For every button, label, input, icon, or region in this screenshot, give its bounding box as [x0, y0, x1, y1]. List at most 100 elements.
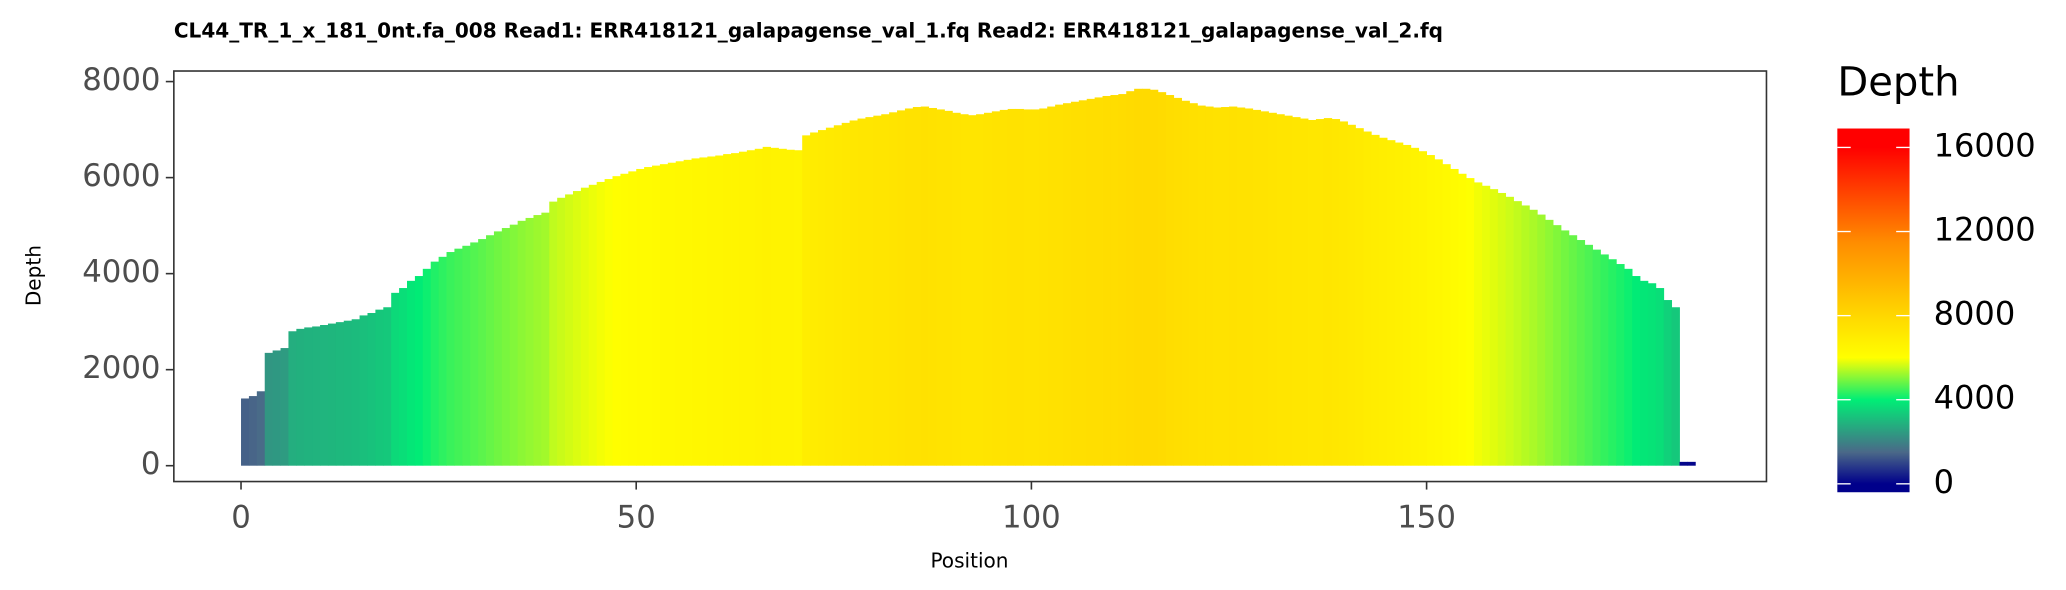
bar — [1070, 101, 1080, 466]
bar — [462, 245, 471, 466]
bar — [1474, 182, 1483, 466]
bar — [264, 352, 274, 466]
plot-border — [173, 70, 1768, 483]
bar — [272, 350, 281, 466]
bar — [399, 288, 408, 466]
bar — [1560, 230, 1570, 466]
bar — [691, 158, 700, 466]
bar — [1481, 185, 1491, 466]
y-tick-label: 6000 — [82, 158, 160, 194]
bar — [320, 325, 329, 466]
bar — [1260, 111, 1269, 466]
bar — [493, 231, 503, 466]
bar — [1458, 173, 1467, 466]
bar — [596, 181, 605, 466]
bar — [1323, 118, 1333, 466]
bar — [1197, 105, 1206, 466]
bar — [904, 108, 914, 466]
bar — [1055, 104, 1064, 466]
bar — [304, 327, 313, 466]
y-axis-title: Depth — [21, 245, 45, 306]
bar — [1102, 95, 1111, 466]
colorbar-tick-label: 0 — [1934, 463, 1954, 501]
bar — [1624, 268, 1633, 466]
bar — [359, 315, 368, 466]
bar — [241, 398, 250, 466]
bar — [565, 194, 574, 466]
y-tick-label: 0 — [141, 446, 161, 482]
bar — [256, 391, 266, 466]
bar — [1608, 259, 1617, 466]
bar — [327, 323, 337, 466]
bar — [1434, 159, 1443, 466]
bar — [438, 256, 447, 466]
bar — [1023, 109, 1032, 466]
y-tick-label: 8000 — [82, 62, 160, 98]
bar — [1679, 461, 1688, 466]
bar — [280, 348, 289, 466]
colorbar-tick-label: 4000 — [1934, 379, 2016, 417]
bar — [897, 110, 906, 466]
bar — [351, 319, 360, 466]
bar — [999, 109, 1009, 466]
colorbar — [1837, 128, 1910, 493]
bar — [1244, 108, 1254, 466]
bar — [1671, 307, 1680, 466]
bar — [1663, 300, 1673, 466]
bar — [486, 235, 495, 466]
bar — [604, 179, 613, 466]
bar — [1078, 100, 1088, 466]
bar — [699, 157, 708, 466]
bar — [802, 135, 811, 466]
bar — [612, 176, 621, 466]
bar — [1600, 254, 1609, 466]
bar — [952, 112, 961, 466]
bar — [1387, 140, 1396, 466]
bar — [248, 396, 258, 466]
bar — [1339, 121, 1348, 466]
bar — [762, 146, 771, 466]
colorbar-tick-label: 8000 — [1934, 295, 2016, 333]
bar — [754, 148, 764, 466]
bar — [794, 150, 803, 466]
bar — [557, 197, 566, 466]
bar — [825, 127, 835, 466]
bar — [1363, 131, 1372, 466]
bar — [723, 154, 732, 466]
bar — [652, 165, 661, 466]
bar — [1568, 235, 1578, 466]
x-tick-label: 100 — [1002, 499, 1061, 535]
bar — [1308, 119, 1317, 466]
bar — [667, 162, 677, 466]
bar — [1205, 106, 1214, 466]
bar — [1576, 240, 1586, 466]
bar — [770, 147, 779, 466]
bar — [746, 150, 756, 466]
bar — [1529, 209, 1538, 466]
bar — [1157, 92, 1167, 466]
bar — [1410, 147, 1420, 466]
bar — [1047, 106, 1056, 466]
bar — [1086, 98, 1096, 466]
bar — [644, 167, 653, 466]
legend-title: Depth — [1837, 59, 1959, 105]
bar — [731, 153, 740, 466]
x-tick-label: 150 — [1397, 499, 1456, 535]
chart-title: CL44_TR_1_x_181_0nt.fa_008 Read1: ERR418… — [174, 19, 1443, 43]
bar — [1331, 119, 1341, 466]
bar — [920, 106, 930, 466]
bar — [1118, 94, 1127, 466]
bar — [659, 164, 669, 466]
bar — [715, 155, 724, 466]
bar — [1221, 107, 1230, 466]
bar — [296, 328, 305, 466]
bar — [707, 156, 716, 466]
bar — [881, 114, 890, 466]
bar — [675, 161, 685, 466]
bar — [1632, 276, 1641, 466]
bar — [1616, 264, 1625, 466]
bar — [1466, 178, 1475, 466]
bar — [960, 114, 969, 466]
bar — [430, 261, 440, 466]
bar — [478, 239, 487, 466]
